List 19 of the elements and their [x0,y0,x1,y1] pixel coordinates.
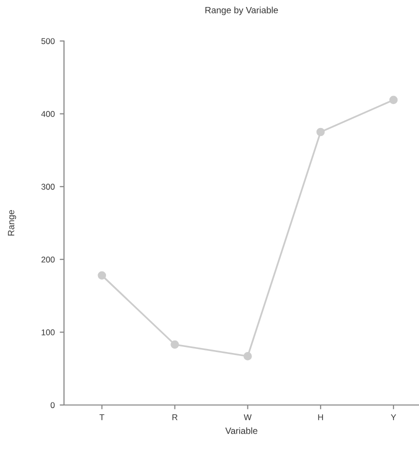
x-tick-label: W [244,414,252,420]
x-tick-label: R [172,414,178,420]
y-axis-title: Range [8,210,16,236]
point [389,96,398,104]
y-tick-label: 500 [41,38,55,44]
x-axis-title: Variable [225,427,258,434]
x-tick-label: Y [390,414,396,420]
y-tick-label: 100 [42,329,55,336]
chart-title: Range by Variable [205,6,278,16]
point [98,271,106,280]
y-tick-label: 200 [41,256,55,262]
point [244,352,252,360]
x-tick-label: T [100,414,104,420]
point [170,340,179,349]
point [316,128,325,136]
y-tick-label: 300 [41,184,55,190]
y-tick-label: 400 [41,111,55,117]
x-tick-label: H [318,414,323,420]
y-tick-label: 0 [50,402,55,408]
